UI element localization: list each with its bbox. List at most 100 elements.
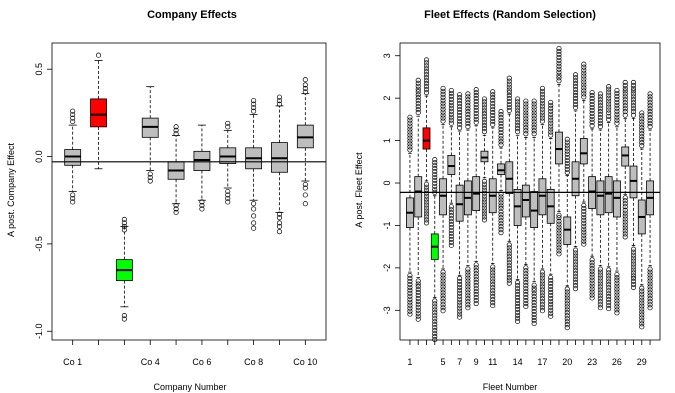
outlier-point [597,109,603,115]
outlier-point [531,309,537,315]
outlier-point [448,233,454,240]
outlier-point [457,293,463,299]
outlier-point [647,275,653,281]
outlier-point [70,192,76,198]
box-4 [141,86,159,184]
outlier-point [498,209,504,215]
outlier-point [539,269,545,275]
outlier-point [614,120,620,126]
outlier-point [448,90,454,97]
outlier-point [490,294,496,300]
outlier-point [564,298,570,304]
outlier-point [523,265,529,271]
outlier-point [564,148,570,154]
outlier-point [490,291,496,297]
outlier-point [440,305,446,311]
outlier-point [630,103,637,109]
outlier-point [432,301,438,307]
outlier-point [581,70,587,76]
outlier-point [465,103,471,109]
outlier-point [597,275,603,281]
x-tick-label: 23 [587,357,597,367]
outlier-point [440,281,446,287]
outlier-point [606,104,612,110]
outlier-point [548,286,554,293]
outlier-point [556,63,562,69]
outlier-point [506,99,512,105]
outlier-point [581,88,587,94]
outlier-point [523,104,529,110]
outlier-point [423,211,430,217]
outlier-point [630,273,637,279]
box-7 [219,120,237,205]
outlier-point [415,295,421,301]
box-28 [629,79,638,290]
outlier-point [415,281,421,287]
outlier-point [506,104,512,111]
outlier-point [415,286,421,293]
x-tick-label: 17 [537,357,547,367]
outlier-point [597,296,603,302]
outlier-point [415,304,421,310]
outlier-point [564,289,570,295]
outlier-point [481,123,488,129]
outlier-point [597,118,603,124]
outlier-point [432,171,438,178]
outlier-point [490,98,496,104]
outlier-point [457,287,463,293]
outlier-point [415,104,421,110]
outlier-point [539,290,545,296]
outlier-point [589,119,595,125]
outlier-point [606,303,612,309]
outlier-point [622,201,628,207]
outlier-point [173,206,179,212]
outlier-point [589,107,595,114]
outlier-point [448,242,454,248]
outlier-point [506,84,512,90]
outlier-point [465,272,471,278]
outlier-point [639,131,645,137]
outlier-point [465,266,471,272]
outlier-point [606,306,612,312]
outlier-point [473,110,479,116]
outlier-point [407,138,413,144]
outlier-point [630,249,637,255]
outlier-point [481,126,488,132]
outlier-point [639,312,645,318]
fleet-effects-panel: Fleet Effects (Random Selection) Fleet N… [354,9,661,392]
outlier-point [539,278,545,284]
chart-title: Fleet Effects (Random Selection) [424,9,596,21]
outlier-point [457,305,463,311]
box-body [521,184,530,218]
outlier-point [531,306,537,312]
outlier-point [606,273,612,279]
outlier-point [647,299,653,305]
outlier-point [423,184,430,190]
outlier-point [647,278,653,284]
outlier-point [448,225,454,231]
outlier-point [572,265,579,271]
outlier-point [515,309,521,315]
outlier-point [407,275,413,282]
outlier-point [473,99,479,105]
outlier-point [622,228,628,234]
outlier-point [622,198,628,204]
outlier-point [432,328,438,334]
outlier-point [589,289,595,295]
outlier-point [506,248,512,254]
outlier-point [473,277,479,283]
outlier-point [589,286,595,292]
box-27 [621,79,630,240]
y-tick-label: -1.0 [34,324,44,340]
outlier-point [432,160,438,166]
outlier-point [630,278,637,284]
outlier-point [465,109,471,115]
outlier-point [506,242,512,248]
outlier-point [531,128,537,134]
outlier-point [548,120,554,126]
outlier-point [481,114,488,120]
outlier-point [531,317,537,324]
outlier-point [523,295,529,301]
outlier-point [423,202,430,208]
